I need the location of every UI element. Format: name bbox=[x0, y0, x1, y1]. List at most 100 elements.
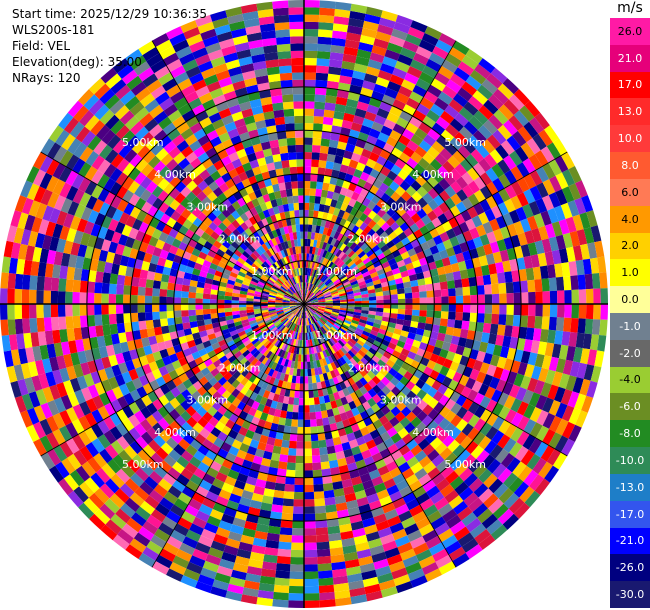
velocity-gate bbox=[504, 271, 513, 283]
velocity-gate bbox=[512, 315, 521, 327]
velocity-gate bbox=[421, 263, 430, 273]
velocity-gate bbox=[469, 227, 480, 240]
velocity-gate bbox=[310, 268, 314, 276]
velocity-gate bbox=[378, 17, 396, 29]
velocity-gate bbox=[415, 46, 433, 59]
velocity-gate bbox=[273, 438, 283, 447]
velocity-gate bbox=[145, 319, 154, 329]
velocity-gate bbox=[317, 308, 325, 312]
velocity-gate bbox=[496, 239, 507, 252]
velocity-gate bbox=[412, 304, 420, 311]
velocity-gate bbox=[562, 359, 573, 376]
velocity-gate bbox=[390, 147, 403, 159]
velocity-gate bbox=[323, 311, 331, 316]
velocity-gate bbox=[568, 183, 582, 201]
velocity-gate bbox=[394, 254, 404, 263]
velocity-gate bbox=[535, 394, 548, 410]
velocity-gate bbox=[319, 145, 329, 154]
velocity-gate bbox=[378, 272, 387, 280]
velocity-gate bbox=[271, 504, 283, 513]
velocity-gate bbox=[418, 121, 432, 135]
velocity-gate bbox=[316, 58, 330, 67]
velocity-gate bbox=[333, 278, 341, 285]
velocity-gate bbox=[273, 7, 289, 17]
velocity-gate bbox=[310, 166, 319, 175]
velocity-gate bbox=[438, 273, 447, 283]
velocity-gate bbox=[461, 320, 470, 330]
velocity-gate bbox=[368, 292, 376, 298]
velocity-gate bbox=[408, 326, 418, 334]
velocity-gate bbox=[330, 214, 338, 223]
velocity-gate bbox=[429, 353, 440, 363]
velocity-gate bbox=[361, 27, 378, 39]
velocity-gate bbox=[328, 206, 336, 215]
velocity-gate bbox=[366, 104, 380, 115]
velocity-gate bbox=[361, 148, 372, 159]
velocity-gate bbox=[447, 319, 456, 328]
velocity-gate bbox=[463, 304, 471, 313]
velocity-gate bbox=[429, 158, 443, 171]
velocity-gate bbox=[304, 101, 315, 109]
velocity-gate bbox=[319, 256, 325, 265]
velocity-gate bbox=[288, 159, 297, 168]
velocity-gate bbox=[482, 374, 494, 387]
velocity-gate bbox=[359, 125, 372, 136]
velocity-gate bbox=[145, 279, 154, 289]
velocity-gate bbox=[484, 294, 493, 304]
velocity-gate bbox=[448, 217, 459, 229]
velocity-gate bbox=[329, 253, 336, 262]
velocity-gate bbox=[532, 133, 547, 151]
velocity-gate bbox=[442, 358, 453, 369]
velocity-gate bbox=[436, 135, 450, 148]
velocity-gate bbox=[534, 279, 543, 292]
velocity-gate bbox=[320, 219, 327, 228]
velocity-gate bbox=[400, 191, 412, 202]
velocity-gate bbox=[513, 292, 522, 304]
velocity-gate bbox=[307, 268, 310, 276]
velocity-gate bbox=[438, 178, 451, 191]
velocity-gate bbox=[325, 279, 333, 286]
velocity-gate bbox=[333, 257, 341, 265]
velocity-gate bbox=[486, 134, 501, 150]
velocity-gate bbox=[108, 313, 117, 325]
velocity-gate bbox=[503, 99, 520, 116]
velocity-gate bbox=[296, 441, 304, 449]
velocity-gate bbox=[479, 362, 490, 374]
velocity-gate bbox=[316, 174, 325, 183]
velocity-gate bbox=[347, 25, 363, 35]
velocity-gate bbox=[542, 304, 551, 317]
velocity-gate bbox=[423, 90, 438, 104]
velocity-gate bbox=[413, 244, 423, 254]
velocity-gate bbox=[400, 330, 409, 338]
velocity-gate bbox=[449, 205, 461, 218]
velocity-gate bbox=[380, 125, 393, 137]
velocity-gate bbox=[516, 338, 526, 351]
velocity-gate bbox=[289, 571, 304, 580]
velocity-gate bbox=[401, 163, 414, 175]
velocity-gate bbox=[324, 497, 336, 506]
velocity-gate bbox=[286, 137, 296, 146]
velocity-gate bbox=[304, 28, 319, 37]
velocity-gate bbox=[366, 285, 375, 291]
velocity-gate bbox=[304, 419, 311, 428]
velocity-gate bbox=[312, 145, 321, 153]
velocity-gate bbox=[452, 150, 466, 164]
velocity-gate bbox=[291, 181, 298, 189]
velocity-gate bbox=[305, 275, 307, 283]
velocity-gate bbox=[590, 257, 600, 274]
velocity-gate bbox=[439, 231, 450, 243]
velocity-gate bbox=[600, 288, 609, 304]
velocity-gate bbox=[387, 279, 396, 286]
velocity-gate bbox=[354, 309, 362, 314]
velocity-gate bbox=[373, 38, 389, 50]
velocity-gate bbox=[337, 288, 346, 293]
velocity-gate bbox=[309, 261, 313, 269]
velocity-gate bbox=[36, 290, 44, 304]
velocity-gate bbox=[288, 600, 304, 609]
velocity-gate bbox=[352, 314, 361, 319]
velocity-gate bbox=[398, 298, 406, 304]
velocity-gate bbox=[315, 411, 323, 420]
velocity-gate bbox=[574, 393, 587, 411]
velocity-gate bbox=[426, 304, 435, 311]
velocity-gate bbox=[555, 358, 566, 374]
